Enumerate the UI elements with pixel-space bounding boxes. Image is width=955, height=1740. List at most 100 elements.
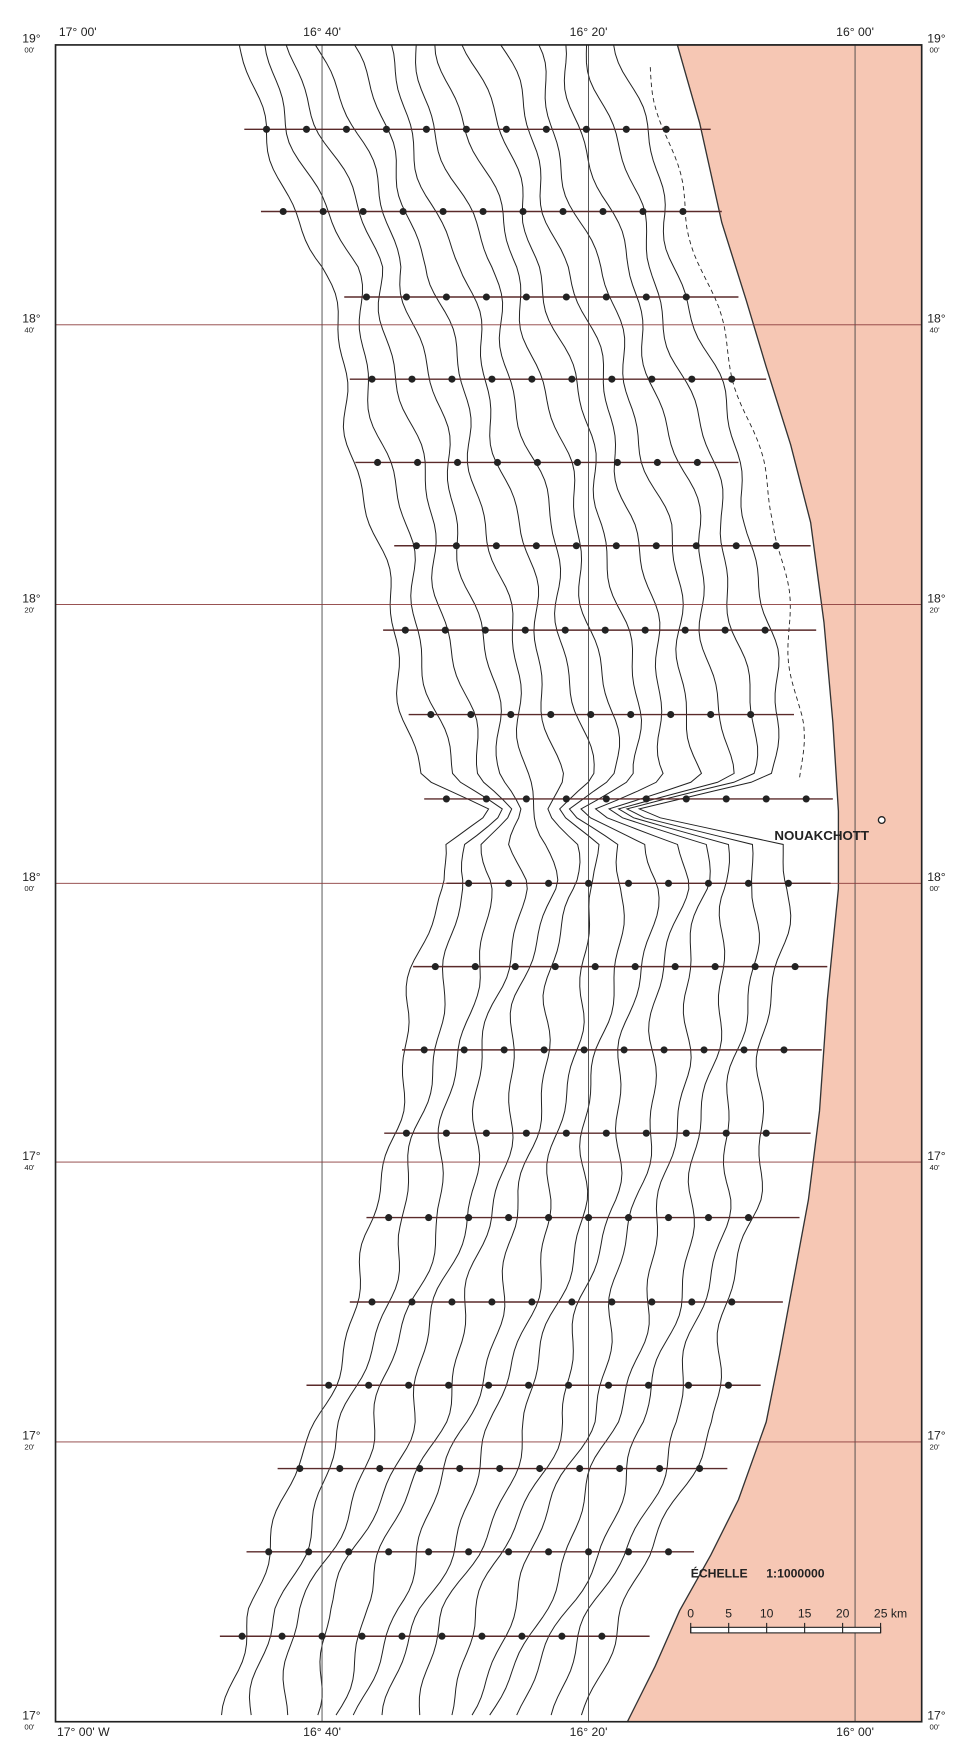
station: [671, 963, 679, 971]
station: [325, 1381, 333, 1389]
contour-line: [314, 44, 528, 1716]
station: [551, 963, 559, 971]
station: [568, 1298, 576, 1306]
longitude-label: 16° 40': [303, 1725, 341, 1739]
station: [431, 963, 439, 971]
station: [722, 795, 730, 803]
station: [664, 1214, 673, 1222]
station: [279, 207, 287, 216]
contour-line: [248, 44, 503, 1716]
station: [319, 207, 327, 216]
contour-line: [418, 44, 625, 1716]
latitude-minutes: 40': [929, 326, 940, 335]
latitude-degrees: 18°: [927, 870, 946, 884]
station: [684, 1381, 693, 1389]
longitude-label: 16° 00': [836, 25, 874, 39]
station: [780, 1046, 788, 1054]
station: [747, 710, 755, 719]
station: [402, 1129, 410, 1137]
station: [482, 293, 490, 301]
station: [522, 293, 530, 301]
station: [441, 626, 449, 634]
station: [652, 542, 660, 550]
station: [642, 795, 650, 803]
station: [688, 375, 696, 383]
city-marker: [877, 816, 886, 825]
station: [412, 542, 420, 550]
station: [624, 1214, 633, 1222]
station: [744, 1214, 753, 1222]
station: [631, 963, 639, 971]
station: [488, 375, 496, 383]
longitude-label: 16° 40': [303, 25, 341, 39]
station: [728, 375, 736, 383]
station: [761, 626, 769, 634]
station: [667, 710, 675, 719]
latitude-degrees: 18°: [22, 312, 41, 326]
station: [608, 375, 616, 383]
scale-tick-label: 10: [760, 1606, 774, 1620]
latitude-minutes: 40': [929, 1163, 940, 1172]
station: [724, 1381, 733, 1389]
station: [693, 458, 701, 467]
station: [688, 1298, 696, 1306]
station: [639, 207, 647, 216]
station: [359, 207, 367, 216]
contour-line: [580, 44, 792, 1716]
station: [662, 125, 670, 133]
station: [648, 375, 656, 383]
station: [336, 1464, 344, 1473]
city-label: NOUAKCHOTT: [774, 828, 869, 843]
station: [572, 542, 580, 550]
station: [422, 125, 430, 133]
station: [382, 125, 390, 133]
contour-line: [282, 44, 513, 1716]
labels: 17° 00' 16° 40' 16° 20' 16° 00' 17° 00' W 16°…: [22, 25, 946, 1739]
latitude-minutes: 40': [24, 1163, 35, 1172]
station: [622, 125, 630, 133]
scale-ratio: 1:1000000: [766, 1566, 825, 1580]
station: [653, 458, 661, 467]
station: [452, 542, 460, 550]
contour-line: [516, 44, 735, 1716]
latitude-minutes: 20': [24, 1443, 35, 1452]
station: [482, 1129, 490, 1137]
station: [656, 1464, 664, 1473]
latitude-minutes: 00': [24, 884, 35, 893]
station: [772, 542, 780, 550]
station: [496, 1464, 504, 1473]
scale-tick-label: 15: [798, 1606, 812, 1620]
station: [522, 1129, 530, 1137]
station: [627, 710, 635, 719]
station: [507, 710, 515, 719]
latitude-degrees: 17°: [927, 1149, 946, 1163]
latitude-degrees: 18°: [927, 312, 946, 326]
station: [540, 1046, 548, 1054]
station: [740, 1046, 748, 1054]
station: [602, 795, 610, 803]
station: [521, 626, 529, 634]
station: [238, 1632, 246, 1640]
station: [385, 1548, 393, 1556]
station: [545, 879, 553, 887]
station: [342, 125, 351, 133]
station: [711, 963, 719, 971]
station: [721, 626, 729, 634]
scale-bar-body: [690, 1626, 882, 1634]
station: [533, 458, 542, 467]
station: [438, 1632, 446, 1640]
longitude-label: 17° 00': [59, 25, 97, 39]
map-frame: [54, 44, 923, 1723]
latitude-minutes: 00': [929, 1723, 940, 1732]
station: [522, 795, 530, 803]
scale-tick-label: 20: [836, 1606, 850, 1620]
station: [682, 795, 690, 803]
station: [481, 626, 489, 634]
station: [613, 458, 621, 467]
latitude-degrees: 17°: [22, 1429, 41, 1443]
station: [580, 1046, 588, 1054]
station: [398, 1632, 406, 1640]
contour-line: [381, 44, 600, 1716]
station: [278, 1632, 286, 1640]
station: [467, 710, 475, 719]
